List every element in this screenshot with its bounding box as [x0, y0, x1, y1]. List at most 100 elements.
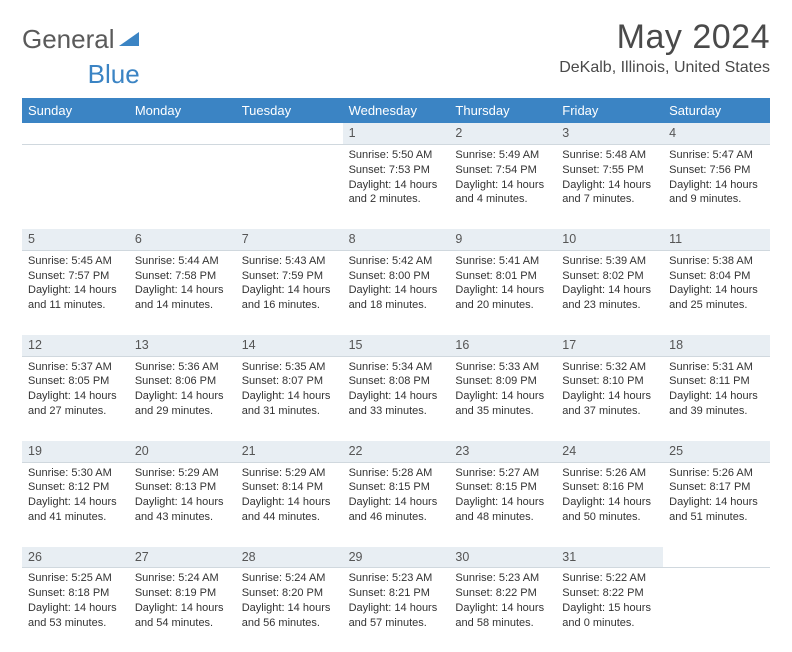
- month-title: May 2024: [559, 18, 770, 57]
- sunrise-text: Sunrise: 5:49 AM: [455, 148, 550, 163]
- day-cell: Sunrise: 5:28 AMSunset: 8:15 PMDaylight:…: [343, 463, 450, 547]
- sunset-text: Sunset: 8:07 PM: [242, 374, 337, 389]
- sunrise-text: Sunrise: 5:23 AM: [349, 571, 444, 586]
- sunset-text: Sunset: 8:12 PM: [28, 480, 123, 495]
- day-cell: Sunrise: 5:45 AMSunset: 7:57 PMDaylight:…: [22, 251, 129, 335]
- daylight-text: Daylight: 14 hours and 29 minutes.: [135, 389, 230, 419]
- day-cell: Sunrise: 5:37 AMSunset: 8:05 PMDaylight:…: [22, 357, 129, 441]
- brand-part1: General: [22, 24, 115, 55]
- day-number: 12: [22, 335, 129, 356]
- day-number: [22, 123, 129, 144]
- sunrise-text: Sunrise: 5:50 AM: [349, 148, 444, 163]
- daylight-text: Daylight: 14 hours and 35 minutes.: [455, 389, 550, 419]
- sunset-text: Sunset: 8:15 PM: [349, 480, 444, 495]
- day-header-cell: Monday: [129, 98, 236, 123]
- day-number: 14: [236, 335, 343, 356]
- day-cell: Sunrise: 5:30 AMSunset: 8:12 PMDaylight:…: [22, 463, 129, 547]
- daylight-text: Daylight: 14 hours and 44 minutes.: [242, 495, 337, 525]
- sunrise-text: Sunrise: 5:48 AM: [562, 148, 657, 163]
- day-cell: Sunrise: 5:33 AMSunset: 8:09 PMDaylight:…: [449, 357, 556, 441]
- daynum-row: 1234: [22, 123, 770, 145]
- day-cell: Sunrise: 5:48 AMSunset: 7:55 PMDaylight:…: [556, 145, 663, 229]
- daylight-text: Daylight: 14 hours and 16 minutes.: [242, 283, 337, 313]
- day-number: 7: [236, 229, 343, 250]
- sunset-text: Sunset: 8:09 PM: [455, 374, 550, 389]
- day-cell: Sunrise: 5:22 AMSunset: 8:22 PMDaylight:…: [556, 568, 663, 652]
- day-number: 21: [236, 441, 343, 462]
- day-cell: Sunrise: 5:36 AMSunset: 8:06 PMDaylight:…: [129, 357, 236, 441]
- day-number: 3: [556, 123, 663, 144]
- daylight-text: Daylight: 14 hours and 25 minutes.: [669, 283, 764, 313]
- sunset-text: Sunset: 8:13 PM: [135, 480, 230, 495]
- sunrise-text: Sunrise: 5:44 AM: [135, 254, 230, 269]
- sunrise-text: Sunrise: 5:38 AM: [669, 254, 764, 269]
- daylight-text: Daylight: 14 hours and 31 minutes.: [242, 389, 337, 419]
- day-number: 2: [449, 123, 556, 144]
- daylight-text: Daylight: 14 hours and 50 minutes.: [562, 495, 657, 525]
- day-number: 8: [343, 229, 450, 250]
- day-cell: Sunrise: 5:27 AMSunset: 8:15 PMDaylight:…: [449, 463, 556, 547]
- day-header-cell: Wednesday: [343, 98, 450, 123]
- daylight-text: Daylight: 14 hours and 48 minutes.: [455, 495, 550, 525]
- sunset-text: Sunset: 8:17 PM: [669, 480, 764, 495]
- sunrise-text: Sunrise: 5:24 AM: [135, 571, 230, 586]
- day-cell: Sunrise: 5:34 AMSunset: 8:08 PMDaylight:…: [343, 357, 450, 441]
- daylight-text: Daylight: 14 hours and 18 minutes.: [349, 283, 444, 313]
- daylight-text: Daylight: 14 hours and 57 minutes.: [349, 601, 444, 631]
- sunrise-text: Sunrise: 5:29 AM: [135, 466, 230, 481]
- week-row: Sunrise: 5:30 AMSunset: 8:12 PM Daylight:…: [22, 463, 770, 547]
- sunrise-text: Sunrise: 5:32 AM: [562, 360, 657, 375]
- daynum-row: 19202122232425: [22, 441, 770, 463]
- sunset-text: Sunset: 7:59 PM: [242, 269, 337, 284]
- sunrise-text: Sunrise: 5:28 AM: [349, 466, 444, 481]
- day-number: 29: [343, 547, 450, 568]
- sunrise-text: Sunrise: 5:29 AM: [242, 466, 337, 481]
- sunset-text: Sunset: 8:10 PM: [562, 374, 657, 389]
- sunrise-text: Sunrise: 5:43 AM: [242, 254, 337, 269]
- day-header-row: SundayMondayTuesdayWednesdayThursdayFrid…: [22, 98, 770, 123]
- sunset-text: Sunset: 8:01 PM: [455, 269, 550, 284]
- sunset-text: Sunset: 8:02 PM: [562, 269, 657, 284]
- day-cell: [663, 568, 770, 652]
- sunset-text: Sunset: 8:11 PM: [669, 374, 764, 389]
- sunset-text: Sunset: 8:00 PM: [349, 269, 444, 284]
- sunset-text: Sunset: 7:57 PM: [28, 269, 123, 284]
- daylight-text: Daylight: 15 hours and 0 minutes.: [562, 601, 657, 631]
- day-cell: Sunrise: 5:29 AMSunset: 8:13 PMDaylight:…: [129, 463, 236, 547]
- sunset-text: Sunset: 7:56 PM: [669, 163, 764, 178]
- day-cell: Sunrise: 5:47 AMSunset: 7:56 PMDaylight:…: [663, 145, 770, 229]
- weeks-container: 1234Sunrise: 5:50 AMSunset: 7:53 PMDayli…: [22, 123, 770, 652]
- week-row: Sunrise: 5:37 AMSunset: 8:05 PMDaylight:…: [22, 357, 770, 441]
- day-cell: Sunrise: 5:43 AMSunset: 7:59 PMDaylight:…: [236, 251, 343, 335]
- sunset-text: Sunset: 8:04 PM: [669, 269, 764, 284]
- day-cell: Sunrise: 5:31 AMSunset: 8:11 PMDaylight:…: [663, 357, 770, 441]
- day-number: 1: [343, 123, 450, 144]
- day-header-cell: Sunday: [22, 98, 129, 123]
- day-cell: [236, 145, 343, 229]
- day-cell: Sunrise: 5:23 AMSunset: 8:21 PMDaylight:…: [343, 568, 450, 652]
- daynum-row: 262728293031: [22, 547, 770, 569]
- daylight-text: Daylight: 14 hours and 43 minutes.: [135, 495, 230, 525]
- day-number: 4: [663, 123, 770, 144]
- brand-logo: General: [22, 18, 141, 55]
- sunrise-text: Sunrise: 5:26 AM: [562, 466, 657, 481]
- day-header-cell: Saturday: [663, 98, 770, 123]
- sunrise-text: Sunrise: 5:30 AM: [28, 466, 123, 481]
- day-cell: Sunrise: 5:25 AMSunset: 8:18 PMDaylight:…: [22, 568, 129, 652]
- title-block: May 2024 DeKalb, Illinois, United States: [559, 18, 770, 77]
- day-cell: Sunrise: 5:24 AMSunset: 8:19 PMDaylight:…: [129, 568, 236, 652]
- daylight-text: Daylight: 14 hours and 27 minutes.: [28, 389, 123, 419]
- day-cell: Sunrise: 5:29 AMSunset: 8:14 PMDaylight:…: [236, 463, 343, 547]
- sunrise-text: Sunrise: 5:26 AM: [669, 466, 764, 481]
- sunset-text: Sunset: 8:22 PM: [455, 586, 550, 601]
- sunrise-text: Sunrise: 5:35 AM: [242, 360, 337, 375]
- day-cell: Sunrise: 5:49 AMSunset: 7:54 PMDaylight:…: [449, 145, 556, 229]
- week-row: Sunrise: 5:45 AMSunset: 7:57 PMDaylight:…: [22, 251, 770, 335]
- day-number: 25: [663, 441, 770, 462]
- sunset-text: Sunset: 8:06 PM: [135, 374, 230, 389]
- sunrise-text: Sunrise: 5:22 AM: [562, 571, 657, 586]
- day-header-cell: Thursday: [449, 98, 556, 123]
- day-number: 11: [663, 229, 770, 250]
- sunrise-text: Sunrise: 5:23 AM: [455, 571, 550, 586]
- sunset-text: Sunset: 8:16 PM: [562, 480, 657, 495]
